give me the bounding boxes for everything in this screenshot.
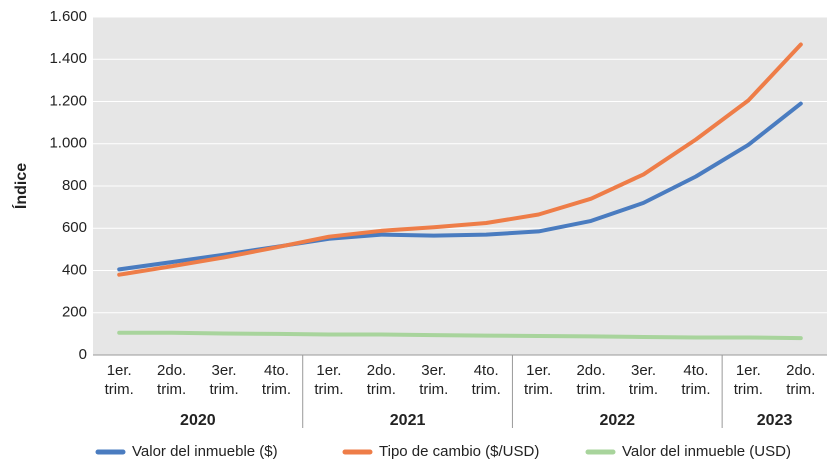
x-tick-label: 3er. trim. — [419, 362, 449, 398]
x-tick-label: 1er. trim. — [104, 362, 134, 398]
x-tick-label: 1er. trim. — [314, 362, 344, 398]
group-label: 2023 — [757, 412, 793, 429]
y-tick-label: 600 — [62, 219, 87, 236]
x-tick-label: 1er. trim. — [524, 362, 554, 398]
x-tick-label: 2do. trim. — [366, 362, 396, 398]
y-tick-label: 200 — [62, 304, 87, 321]
y-tick-label: 400 — [62, 261, 87, 278]
y-axis-label: Índice — [11, 163, 30, 209]
x-tick-label: 4to. trim. — [471, 362, 501, 398]
x-tick-label: 1er. trim. — [733, 362, 763, 398]
group-label: 2022 — [599, 412, 635, 429]
y-tick-label: 1.000 — [49, 135, 87, 152]
y-tick-label: 1.400 — [49, 50, 87, 67]
x-tick-label: 4to. trim. — [681, 362, 711, 398]
series-line — [117, 42, 803, 277]
series-line — [117, 101, 803, 272]
x-tick-label: 2do. trim. — [576, 362, 606, 398]
x-tick-label: 3er. trim. — [209, 362, 239, 398]
legend-label: Valor del inmueble (USD) — [622, 443, 791, 460]
legend-label: Tipo de cambio ($/USD) — [379, 443, 539, 460]
y-tick-label: 1.200 — [49, 92, 87, 109]
group-label: 2021 — [390, 412, 426, 429]
x-tick-label: 2do. trim. — [786, 362, 816, 398]
legend-label: Valor del inmueble ($) — [132, 443, 278, 460]
series-line — [117, 330, 803, 341]
x-tick-label: 2do. trim. — [157, 362, 187, 398]
y-tick-label: 800 — [62, 177, 87, 194]
x-tick-label: 3er. trim. — [628, 362, 659, 398]
y-tick-label: 1.600 — [49, 8, 87, 25]
x-tick-label: 4to. trim. — [261, 362, 292, 398]
group-label: 2020 — [180, 412, 216, 429]
y-tick-label: 0 — [79, 346, 87, 363]
